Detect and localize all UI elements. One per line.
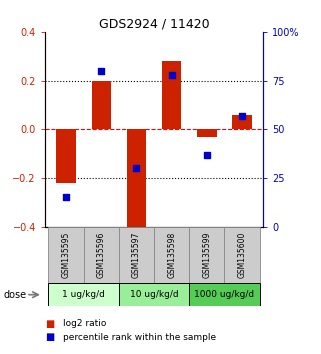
Text: GSM135600: GSM135600: [238, 232, 247, 278]
Bar: [84, 227, 119, 283]
Bar: [197, 129, 217, 137]
Point: [64, 195, 69, 200]
Text: GSM135598: GSM135598: [167, 232, 176, 278]
Text: dose: dose: [3, 290, 26, 299]
Text: GSM135595: GSM135595: [62, 232, 71, 278]
Bar: [127, 129, 146, 234]
Bar: [232, 115, 252, 129]
Text: GSM135597: GSM135597: [132, 232, 141, 278]
Text: 1 ug/kg/d: 1 ug/kg/d: [62, 290, 105, 299]
Bar: [48, 227, 84, 283]
Point: [134, 165, 139, 171]
Point: [239, 113, 245, 118]
Point: [99, 68, 104, 74]
Text: 1000 ug/kg/d: 1000 ug/kg/d: [195, 290, 255, 299]
Text: percentile rank within the sample: percentile rank within the sample: [63, 332, 216, 342]
Bar: [56, 129, 76, 183]
Bar: [91, 81, 111, 129]
Point: [204, 152, 210, 157]
Text: log2 ratio: log2 ratio: [63, 319, 106, 329]
Bar: [162, 61, 181, 129]
Text: ■: ■: [45, 319, 54, 329]
Bar: [119, 283, 189, 306]
Bar: [154, 227, 189, 283]
Bar: [224, 227, 260, 283]
Bar: [48, 283, 119, 306]
Text: GSM135599: GSM135599: [202, 232, 212, 278]
Text: ■: ■: [45, 332, 54, 342]
Bar: [189, 283, 260, 306]
Text: 10 ug/kg/d: 10 ug/kg/d: [130, 290, 178, 299]
Bar: [119, 227, 154, 283]
Point: [169, 72, 174, 78]
Text: GSM135596: GSM135596: [97, 232, 106, 278]
Title: GDS2924 / 11420: GDS2924 / 11420: [99, 18, 209, 31]
Bar: [189, 227, 224, 283]
